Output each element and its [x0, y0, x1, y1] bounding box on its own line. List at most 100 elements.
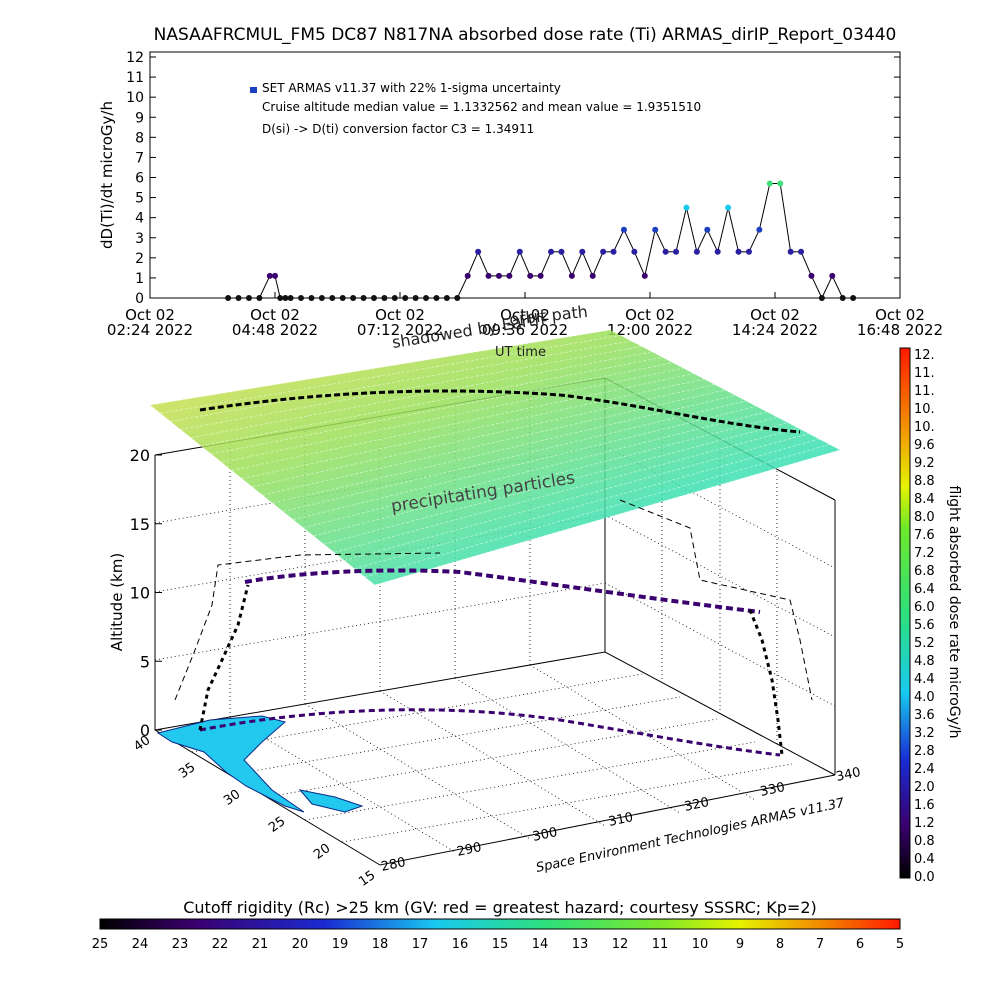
- dose-point: [433, 295, 440, 301]
- altitude-tick-label: 5: [140, 652, 150, 671]
- dose-colorbar-tick-label: 5.2: [914, 636, 935, 651]
- dose-colorbar-tick-label: 7.2: [914, 546, 935, 561]
- sheet-hatch-line: [262, 389, 726, 496]
- cutoff-colorbar-title: Cutoff rigidity (Rc) >25 km (GV: red = g…: [183, 898, 817, 917]
- longitude-tick-label: 340: [835, 765, 862, 785]
- series-line-segment: [571, 251, 583, 277]
- sheet-hatch-line: [180, 345, 642, 430]
- series-line-segment: [800, 251, 812, 277]
- cutoff-colorbar-tick-label: 19: [332, 937, 349, 952]
- flight-track-ground: [199, 708, 781, 757]
- dose-colorbar-tick-label: 8.0: [914, 510, 935, 525]
- dose-point: [308, 295, 315, 301]
- sheet-hatch-line: [272, 395, 736, 504]
- dose-point: [527, 272, 534, 279]
- dose-point: [798, 248, 805, 255]
- dose-colorbar-tick-label: 9.2: [914, 456, 935, 471]
- series-line-segment: [696, 229, 708, 253]
- x-tick-label-date: Oct 02: [875, 306, 925, 324]
- dose-colorbar-tick-label: 0.8: [914, 834, 935, 849]
- sheet-hatch-line: [344, 433, 809, 561]
- x-tick-label-date: Oct 02: [625, 306, 675, 324]
- dose-colorbar-tick-label: 6.4: [914, 582, 935, 597]
- sheet-hatch-line: [293, 405, 757, 520]
- dose-point: [766, 180, 773, 187]
- dose-point: [282, 295, 289, 301]
- series-line-segment: [758, 183, 771, 230]
- cutoff-colorbar-tick-label: 16: [452, 937, 469, 952]
- cutoff-colorbar-tick-label: 23: [172, 937, 189, 952]
- legend-marker: [250, 87, 257, 93]
- series-line-segment: [540, 251, 552, 277]
- dose-point: [443, 295, 450, 301]
- x-tick-label-time: 04:48 2022: [232, 321, 318, 339]
- altitude-axis-label: Altitude (km): [108, 553, 126, 651]
- sheet-hatch-line: [282, 400, 747, 512]
- cutoff-colorbar-tick-label: 24: [132, 937, 149, 952]
- cutoff-colorbar-tick-label: 22: [212, 937, 229, 952]
- cutoff-colorbar-tick-label: 25: [92, 937, 109, 952]
- dose-point: [360, 295, 367, 301]
- y-tick-label: 8: [135, 130, 144, 146]
- sheet-hatch-line: [374, 449, 841, 586]
- dose-point: [558, 248, 565, 255]
- dose-point: [423, 295, 430, 301]
- dose-point: [318, 295, 325, 301]
- dose-point: [756, 226, 763, 233]
- dose-colorbar-tick-label: 3.2: [914, 726, 935, 741]
- x-tick-label-date: Oct 02: [500, 306, 550, 324]
- dose-point: [745, 248, 752, 255]
- dose-point: [235, 295, 242, 301]
- dose-point: [673, 248, 680, 255]
- series-line-segment: [654, 229, 667, 253]
- cutoff-colorbar-tick-label: 6: [856, 937, 864, 952]
- dose-colorbar-tick-label: 0.0: [914, 870, 935, 885]
- series-line-segment: [831, 275, 844, 299]
- longitude-tick-label: 310: [607, 810, 634, 830]
- x-tick-label-date: Oct 02: [375, 306, 425, 324]
- flight-track-cruise: [244, 568, 761, 614]
- dose-point: [298, 295, 305, 301]
- series-line-segment: [592, 251, 604, 277]
- dose-point: [256, 295, 263, 301]
- cutoff-colorbar-tick-label: 20: [292, 937, 309, 952]
- dose-point: [516, 248, 523, 255]
- box-floor-back: [154, 651, 836, 776]
- dose-colorbar-tick-label: 6.0: [914, 600, 935, 615]
- dose-colorbar-tick-label: 2.0: [914, 780, 935, 795]
- dose-point: [787, 248, 794, 255]
- dose-point: [662, 248, 669, 255]
- y-tick-label: 11: [126, 70, 144, 86]
- cutoff-colorbar-tick-label: 12: [612, 937, 629, 952]
- dose-colorbar-tick-label: 2.8: [914, 744, 935, 759]
- figure-title: NASAAFRCMUL_FM5 DC87 N817NA absorbed dos…: [154, 25, 897, 45]
- sheet-hatch-line: [149, 329, 611, 406]
- dose-point: [589, 272, 596, 279]
- dose-point: [245, 295, 252, 301]
- cutoff-colorbar-tick-label: 14: [532, 937, 549, 952]
- y-tick-label: 10: [126, 90, 144, 106]
- series-line-segment: [519, 251, 531, 277]
- annotation-conversion: D(si) -> D(ti) conversion factor C3 = 1.…: [262, 122, 534, 136]
- dose-point: [464, 272, 471, 279]
- latitude-tick-label: 35: [176, 760, 198, 782]
- dose-point: [495, 272, 502, 279]
- series-line-segment: [477, 251, 490, 277]
- altitude-axis-ticks: 0 5 10 15 20: [130, 446, 162, 740]
- dose-colorbar: 0.0 0.4 0.8 1.2 1.6 2.0 2.4 2.8 3.2 3.6 4.0 4.4 4.8 5…: [899, 347, 962, 885]
- dose-point: [610, 248, 617, 255]
- dose-point: [272, 272, 278, 279]
- dose-colorbar-tick-label: 1.6: [914, 798, 935, 813]
- dose-point: [683, 204, 690, 211]
- dose-colorbar-tick-label: 7.6: [914, 528, 935, 543]
- longitude-tick-label: 300: [531, 825, 558, 845]
- dose-colorbar-tick-label: 6.8: [914, 564, 935, 579]
- particle-sheet: [149, 329, 841, 586]
- y-tick-label: 12: [126, 50, 144, 66]
- series-line-segment: [633, 251, 646, 277]
- y-tick-label: 3: [135, 231, 144, 247]
- sheet-hatch-line: [190, 351, 652, 439]
- dose-colorbar-tick-label: 9.6: [914, 438, 935, 453]
- dose-colorbar-tick-label: 2.4: [914, 762, 935, 777]
- dose-point: [506, 272, 513, 279]
